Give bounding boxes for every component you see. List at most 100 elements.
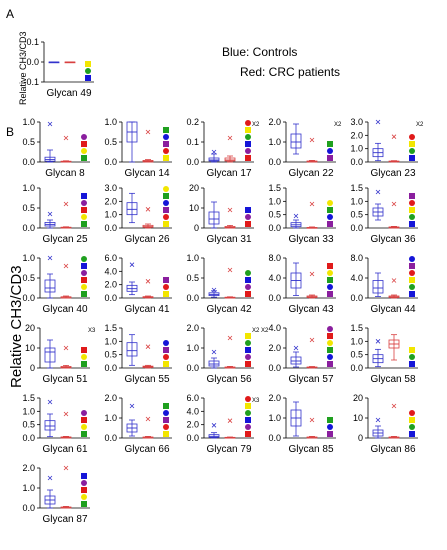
controls-outlier bbox=[375, 417, 381, 423]
glycan-residue bbox=[245, 141, 251, 147]
y-tick-label: 3.0 bbox=[350, 117, 363, 127]
controls-outlier bbox=[293, 213, 299, 219]
legend-controls: Blue: Controls bbox=[222, 45, 297, 59]
crc-outlier bbox=[145, 129, 151, 135]
y-tick-label: 0.1 bbox=[186, 137, 199, 147]
glycan-residue bbox=[327, 207, 333, 213]
glycan-residue bbox=[245, 207, 251, 213]
glycan-residue bbox=[409, 417, 415, 423]
glycan-residue bbox=[245, 284, 251, 290]
y-tick-label: 4.0 bbox=[268, 273, 281, 283]
glycan-residue bbox=[163, 221, 169, 227]
glycan-residue bbox=[245, 361, 251, 367]
y-tick-label: 20 bbox=[189, 183, 199, 193]
glycan-residue bbox=[327, 424, 333, 430]
controls-box bbox=[372, 280, 384, 294]
glycan-name: Glycan 57 bbox=[288, 374, 333, 385]
glycan-residue bbox=[327, 361, 333, 367]
chart-glycan-87: 2.0 1.0 0.0 Glycan 87 bbox=[22, 463, 90, 525]
crc-outlier bbox=[309, 201, 315, 207]
glycan-residue bbox=[81, 141, 87, 147]
crc-outlier bbox=[145, 279, 151, 284]
glycan-residue bbox=[409, 193, 415, 199]
glycan-residue bbox=[409, 200, 415, 206]
glycan-residue bbox=[163, 141, 169, 147]
chart-glycan-61: 1.5 1.0 0.5 0.0 Glycan 61 bbox=[22, 393, 90, 455]
chart-glycan-57: 4.0 2.0 0.0 Glycan 57 bbox=[268, 323, 336, 385]
chart-glycan-51: 20 10 0 Glycan 51 X3 bbox=[25, 323, 96, 385]
glycan-residue bbox=[163, 214, 169, 220]
y-tick-label: 0.5 bbox=[22, 420, 35, 430]
glycan-residue bbox=[245, 354, 251, 360]
controls-box bbox=[44, 347, 56, 363]
chart-glycan-43: 8.0 4.0 0.0 Glycan 43 bbox=[268, 253, 336, 315]
crc-outlier bbox=[227, 418, 233, 423]
glycan-residue bbox=[327, 263, 333, 269]
glycan-annotation: X2 bbox=[416, 122, 424, 128]
glycan-residue bbox=[81, 148, 87, 154]
y-tick-label: 0.5 bbox=[104, 137, 117, 147]
crc-outlier bbox=[391, 134, 397, 139]
controls-box bbox=[290, 356, 302, 365]
y-tick-label: 1.0 bbox=[22, 117, 35, 127]
glycan-residue bbox=[81, 501, 87, 507]
crc-outlier bbox=[309, 271, 315, 277]
crc-outlier bbox=[63, 411, 69, 417]
controls-outlier bbox=[375, 339, 381, 344]
controls-outlier bbox=[293, 345, 299, 351]
glycan-residue bbox=[163, 340, 169, 346]
glycan-residue bbox=[81, 284, 87, 290]
glycan-name: Glycan 51 bbox=[42, 374, 87, 385]
y-tick-label: 0.5 bbox=[350, 350, 363, 360]
chart-glycan-8: 1.0 0.5 0.0 Glycan 8 bbox=[22, 117, 90, 179]
chart-glycan-42: 1.0 0.5 0.0 Glycan 42 bbox=[186, 253, 254, 315]
glycan-residue bbox=[245, 148, 251, 154]
panel-a-y-axis-label: Relative CH3/CD3 bbox=[18, 31, 28, 105]
glycan-residue bbox=[81, 473, 87, 479]
panel-b-y-axis-label: Relative CH3/CD3 bbox=[8, 265, 25, 388]
glycan-residue bbox=[163, 200, 169, 206]
controls-outlier bbox=[129, 262, 135, 267]
glycan-residue bbox=[163, 193, 169, 199]
y-tick-label: 1.5 bbox=[350, 323, 363, 333]
glycan-residue bbox=[245, 424, 251, 430]
glycan-residue bbox=[409, 155, 415, 161]
glycan-annotation: X3 bbox=[88, 328, 96, 334]
glycan-residue bbox=[85, 68, 91, 74]
glycan-residue bbox=[81, 277, 87, 283]
glycan-residue bbox=[163, 134, 169, 140]
y-tick-label: 1.0 bbox=[186, 253, 199, 263]
crc-box bbox=[224, 157, 236, 162]
y-tick-label: 6.0 bbox=[186, 393, 199, 403]
y-tick-label: 0.0 bbox=[350, 223, 363, 233]
y-tick-label: 4.0 bbox=[186, 406, 199, 416]
y-tick-label: 0.5 bbox=[104, 350, 117, 360]
glycan-residue bbox=[245, 127, 251, 133]
glycan-residue bbox=[81, 193, 87, 199]
glycan-residue bbox=[409, 347, 415, 353]
y-tick-label: -0.1 bbox=[23, 77, 39, 87]
glycan-residue bbox=[327, 141, 333, 147]
crc-outlier bbox=[63, 345, 69, 351]
y-tick-label: 0.0 bbox=[104, 157, 117, 167]
glycan-residue bbox=[245, 396, 251, 402]
glycan-residue bbox=[327, 277, 333, 283]
y-tick-label: 1.0 bbox=[22, 183, 35, 193]
crc-outlier bbox=[309, 417, 315, 423]
glycan-residue bbox=[245, 347, 251, 353]
glycan-residue bbox=[409, 141, 415, 147]
y-tick-label: 0 bbox=[194, 223, 199, 233]
glycan-residue bbox=[245, 214, 251, 220]
chart-glycan-23: 3.0 2.0 1.0 0.0 Glycan 23 X2 bbox=[350, 117, 424, 179]
glycan-name: Glycan 14 bbox=[124, 168, 169, 179]
controls-outlier bbox=[211, 349, 217, 355]
glycan-name: Glycan 49 bbox=[46, 88, 91, 99]
glycan-residue bbox=[81, 494, 87, 500]
chart-glycan-36: 1.5 1.0 0.5 0.0 Glycan 36 bbox=[350, 183, 418, 245]
glycan-residue bbox=[81, 155, 87, 161]
y-tick-label: 8.0 bbox=[268, 253, 281, 263]
chart-glycan-31: 20 10 0 Glycan 31 bbox=[189, 183, 254, 245]
glycan-residue bbox=[81, 291, 87, 297]
crc-outlier bbox=[227, 267, 233, 273]
chart-glycan-56: 2.0 1.0 0.0 Glycan 56 X2 X2 bbox=[186, 323, 269, 385]
